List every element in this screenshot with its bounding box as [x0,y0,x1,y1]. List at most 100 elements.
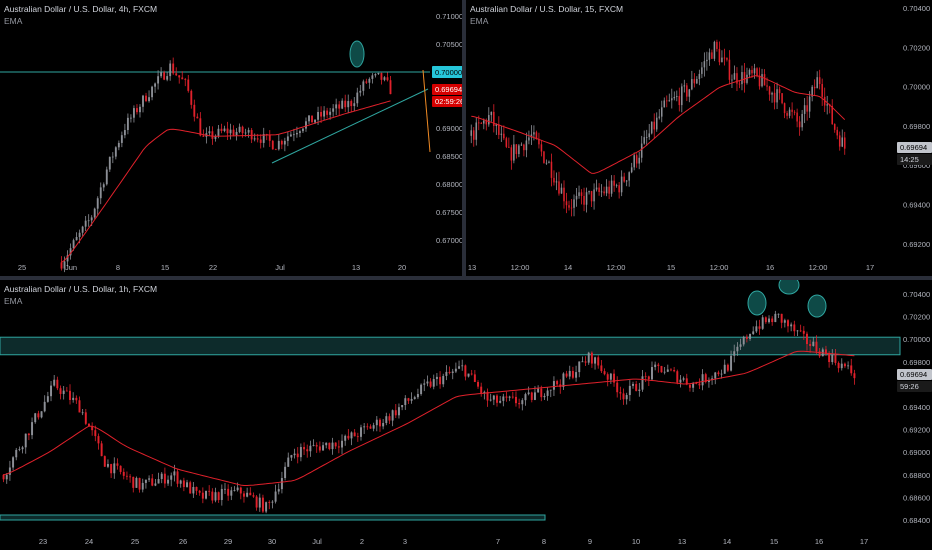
tr-candle [623,176,625,182]
chart-pane-4h[interactable]: 0.710000.705000.700000.695000.690000.685… [0,0,462,276]
bt-y-tick-label: 0.68600 [903,493,930,502]
horizontal-divider[interactable] [0,276,932,280]
tr-candle [706,59,708,62]
ellipse-marker-icon[interactable] [778,280,800,295]
tl-candle [317,112,319,120]
tl-candle [229,129,232,134]
bt-candle [454,368,457,372]
bt-candle [426,381,429,384]
bt-candle [581,361,584,363]
countdown-tag-15m-bg [897,154,932,165]
bt-candle [369,426,372,429]
tl-candle [93,208,96,218]
trendline-icon[interactable] [271,88,429,164]
bt-candle [62,390,65,394]
chart-canvas-4h[interactable]: 0.710000.705000.700000.695000.690000.685… [0,0,462,276]
tl-candle [383,77,386,80]
tr-candle [838,135,841,147]
bt-candle [458,366,461,369]
tr-candle [753,68,756,74]
bt-candle [467,373,470,377]
tr-candle [488,115,490,125]
tl-candle [389,80,392,95]
bt-candle [834,354,837,363]
tr-ema-line [471,75,846,174]
bt-x-tick-label: 24 [85,537,93,546]
tr-candle [477,122,480,124]
tr-candle [766,85,768,87]
tl-candle [184,79,187,81]
bt-candle [189,482,192,494]
tl-candle [314,119,316,123]
indicator-label-1h[interactable]: EMA [4,296,23,306]
chart-title-4h: Australian Dollar / U.S. Dollar, 4h, FXC… [4,4,158,14]
chart-pane-1h[interactable]: 0.704000.702000.700000.698000.696000.694… [0,280,932,550]
tl-candle [120,135,123,143]
tl-candle [332,108,335,112]
tr-candle [635,155,638,164]
tr-candle [485,120,488,125]
bt-candle [170,475,173,480]
chart-pane-15m[interactable]: 0.70400 0.70200 0.70000 0.69800 0.69600 0.694… [466,0,932,276]
bt-candle [179,480,182,484]
bt-candle [315,445,318,447]
chart-canvas-15m[interactable]: 0.70400 0.70200 0.70000 0.69800 0.69600 0.694… [466,0,932,276]
tl-candle [196,116,199,119]
indicator-label-15m[interactable]: EMA [470,16,489,26]
tl-candle [114,147,117,157]
bt-candle [515,396,517,404]
bt-candle [714,372,717,379]
countdown-tag-1h-bg [897,381,932,392]
tl-candle [211,131,214,139]
tl-candle [157,76,160,84]
tl-candle [178,75,181,78]
bt-candle [682,378,685,380]
candles-1h [2,310,856,514]
resistance-zone[interactable] [0,336,901,356]
bt-candle [43,401,46,412]
vertical-divider[interactable] [462,0,466,276]
bt-candle [477,381,480,387]
tr-candle [645,137,648,138]
tr-candle [726,58,728,60]
tr-candle [751,69,753,74]
tl-candle [295,133,298,135]
tr-candle [568,205,570,208]
bt-y-tick-label: 0.70000 [903,335,930,344]
support-zone[interactable] [0,514,546,521]
bt-candle [135,477,138,488]
indicator-label-4h[interactable]: EMA [4,16,23,26]
bt-candle [18,449,21,450]
tr-candle [528,137,530,141]
tl-candle [380,72,383,80]
bt-candle [160,473,163,480]
tl-candle [329,111,332,115]
tl-candle [217,128,220,136]
tr-candle [515,144,518,155]
bt-x-tick-label: 25 [131,537,139,546]
bt-y-tick-label: 0.70200 [903,313,930,322]
tr-candle [518,145,520,155]
bt-candle [486,391,489,401]
ellipse-marker-icon[interactable] [349,40,365,68]
tr-candle [836,129,839,136]
tr-candle [803,105,806,114]
bt-candle [793,324,796,332]
tr-candle [575,195,578,200]
ellipse-marker-icon[interactable] [747,290,767,316]
tl-candle [308,115,310,122]
bt-candle [679,379,682,383]
ellipse-marker-icon[interactable] [807,294,827,318]
forecast-arrow-icon[interactable] [422,69,431,153]
tr-candle [538,139,540,145]
bt-candle [173,471,176,476]
tr-candle [741,72,743,85]
tr-candle [788,109,791,116]
bt-candle [341,440,343,448]
chart-canvas-1h[interactable]: 0.704000.702000.700000.698000.696000.694… [0,280,932,550]
bt-candle [840,363,843,369]
tl-y-tick-label: 0.68000 [436,180,462,189]
bt-candle [306,449,309,452]
bt-candle [84,412,87,424]
tr-candle [756,68,758,76]
